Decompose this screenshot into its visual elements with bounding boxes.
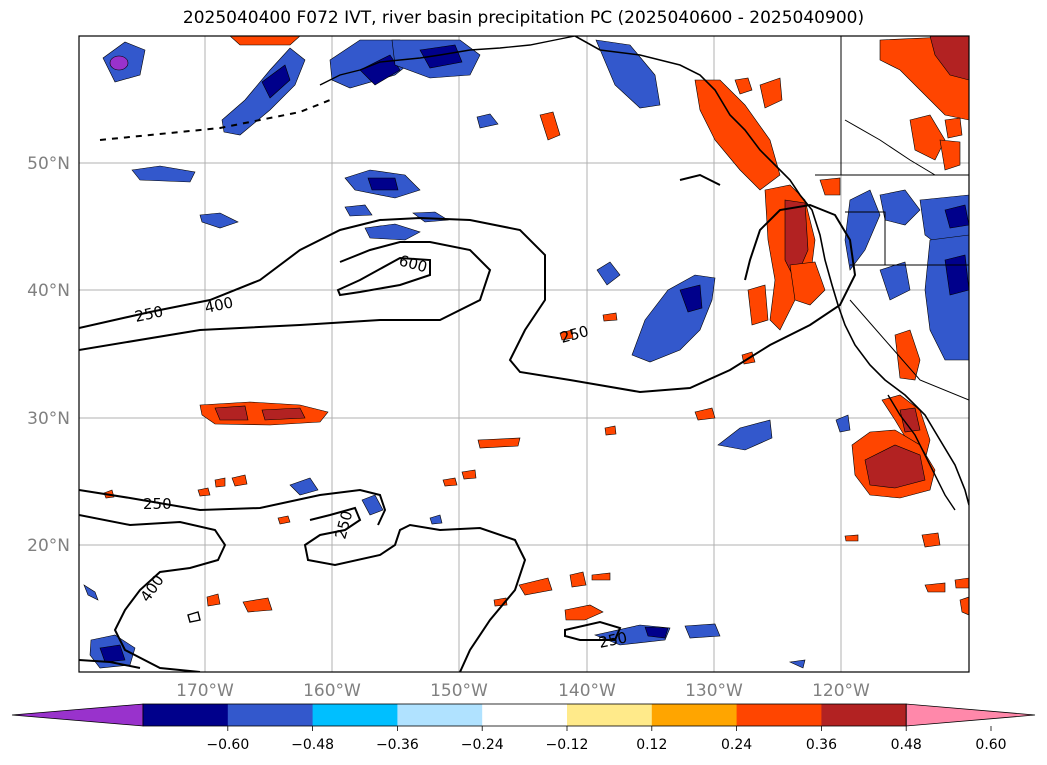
hawaii-islands (187, 611, 201, 623)
colorbar-tick-label: −0.48 (291, 737, 334, 753)
colorbar-border (142, 703, 907, 727)
colorbar-tick-label: 0.48 (891, 737, 922, 753)
colorbar-tick-label: −0.24 (461, 737, 504, 753)
lon-label: 160°W (303, 681, 361, 701)
lon-label: 170°W (176, 681, 234, 701)
baja-coast (887, 394, 956, 511)
colorbar-tick-label: −0.12 (546, 737, 589, 753)
lon-label: 140°W (558, 681, 616, 701)
colorbar-segment (143, 704, 229, 726)
colorbar-segment (736, 704, 822, 726)
political-borders (815, 36, 969, 401)
colorbar-tick-label: 0.36 (806, 737, 837, 753)
colorbar-segment (312, 704, 398, 726)
colorbar-tick-label: 0.60 (975, 737, 1006, 753)
colorbar-segment (482, 704, 568, 726)
aleutian-islands (99, 99, 331, 141)
colorbar-tick-label: −0.36 (376, 737, 419, 753)
colorbar-segment (567, 704, 653, 726)
coastline (574, 36, 969, 506)
contour-label: 250 (143, 495, 172, 513)
colorbar-tick-label: 0.24 (721, 737, 752, 753)
colorbar-tick-label: −0.60 (206, 737, 249, 753)
lon-label: 120°W (812, 681, 870, 701)
colorbar-segment (821, 704, 907, 726)
contour-label: 250 (133, 302, 165, 326)
colorbar-segment (397, 704, 483, 726)
lat-label: 50°N (27, 154, 70, 174)
colorbar: −0.60 −0.48 −0.36 −0.24 −0.12 0.12 0.24 0.36 0.4… (11, 703, 1036, 753)
colorbar-segment (227, 704, 314, 726)
colorbar-extend-high (905, 703, 1036, 727)
alaska-coast (319, 36, 576, 86)
map-panel (79, 36, 969, 672)
lon-label: 130°W (685, 681, 743, 701)
contour-label: 250 (597, 628, 629, 652)
ivt-contours (79, 173, 857, 672)
colorbar-extend-low (11, 703, 144, 727)
colorbar-tick-label: 0.12 (636, 737, 667, 753)
negative-precip-anomalies (83, 39, 969, 669)
colorbar-segment (651, 704, 738, 726)
lat-label: 20°N (27, 536, 70, 556)
positive-precip-anomalies (103, 36, 969, 621)
map-gridlines (79, 36, 969, 672)
lon-label: 150°W (430, 681, 488, 701)
contour-label: 400 (203, 293, 235, 317)
lat-label: 30°N (27, 409, 70, 429)
map-title: 2025040400 F072 IVT, river basin precipi… (182, 8, 865, 28)
map-frame (78, 35, 970, 673)
lat-label: 40°N (27, 281, 70, 301)
